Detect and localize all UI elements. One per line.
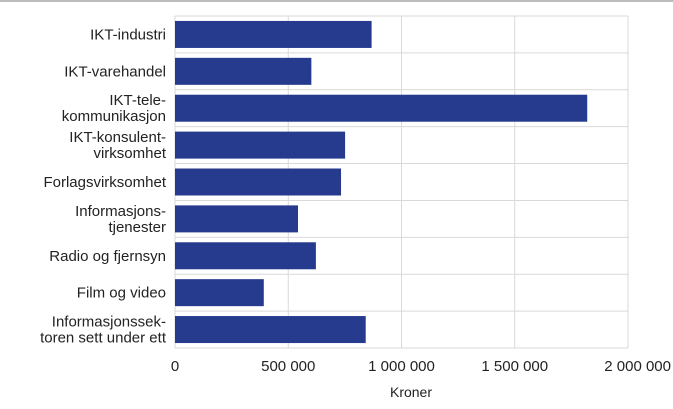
category-label: Film og video bbox=[77, 285, 166, 302]
x-tick-labels: 0 500 000 1 000 000 1 500 000 2 000 000 bbox=[171, 358, 671, 375]
bar bbox=[175, 316, 366, 344]
category-labels: IKT-industri IKT-varehandel IKT-tele-kommu… bbox=[40, 26, 167, 346]
category-label: IKT-industri bbox=[90, 26, 166, 43]
category-label: Informasjonssek-toren sett under ett bbox=[40, 314, 167, 347]
x-tick-label: 1 000 000 bbox=[368, 358, 435, 375]
bar bbox=[175, 279, 264, 307]
bar bbox=[175, 242, 316, 270]
x-tick-label: 0 bbox=[171, 358, 179, 375]
x-tick-label: 1 500 000 bbox=[481, 358, 548, 375]
category-label: Forlagsvirksomhet bbox=[43, 174, 166, 191]
bar bbox=[175, 20, 372, 48]
bar-layer bbox=[175, 20, 588, 344]
x-tick-label: 500 000 bbox=[261, 358, 315, 375]
category-label: IKT-varehandel bbox=[64, 63, 166, 80]
x-axis-title: Kroner bbox=[390, 384, 432, 400]
category-label: IKT-tele-kommunikasjon bbox=[62, 92, 166, 125]
bar bbox=[175, 57, 312, 85]
grid-layer bbox=[0, 0, 673, 349]
category-label: Radio og fjernsyn bbox=[49, 248, 166, 265]
category-label: IKT-konsulent-virksomhet bbox=[69, 129, 167, 162]
bar bbox=[175, 94, 588, 122]
category-label: Informasjons-tjenester bbox=[75, 203, 166, 236]
bar bbox=[175, 168, 342, 196]
bar bbox=[175, 131, 346, 159]
x-tick-label: 2 000 000 bbox=[604, 358, 671, 375]
bar bbox=[175, 205, 298, 233]
